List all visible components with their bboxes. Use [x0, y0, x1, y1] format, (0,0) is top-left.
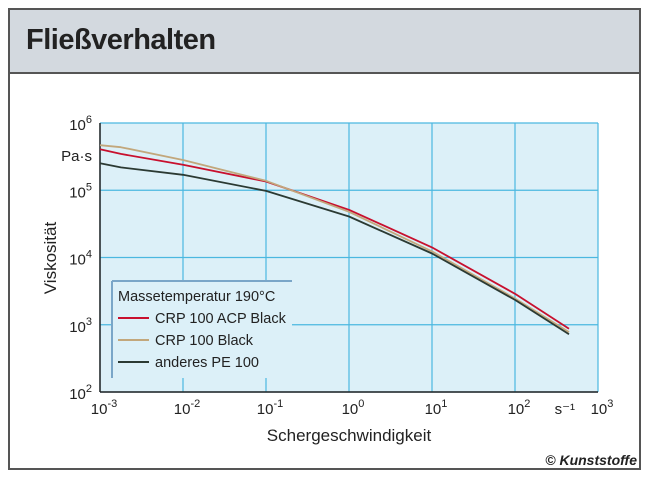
- legend-entry-label: CRP 100 ACP Black: [155, 311, 287, 327]
- legend-entry-label: anderes PE 100: [155, 355, 259, 371]
- series-line-anderes-pe-100: [99, 162, 570, 335]
- figure-title: Fließverhalten: [26, 24, 216, 56]
- x-unit-label: s⁻¹: [555, 401, 575, 418]
- x-tick-label: 10-2: [174, 398, 200, 418]
- x-axis-title: Schergeschwindigkeit: [267, 426, 432, 445]
- x-tick-label: 103: [591, 398, 614, 418]
- series-line-crp-100-black: [99, 144, 570, 333]
- x-tick-label: 100: [342, 398, 365, 418]
- copyright-symbol: ©: [545, 452, 556, 468]
- x-tick-label: 10-1: [257, 398, 283, 418]
- y-axis-title: Viskosität: [41, 222, 60, 295]
- legend-entry-label: CRP 100 Black: [155, 333, 254, 349]
- y-tick-label: 104: [69, 249, 92, 269]
- x-tick-label: 101: [425, 398, 448, 418]
- y-unit-label: Pa·s: [61, 148, 92, 165]
- y-tick-label: 102: [69, 383, 92, 403]
- y-tick-label: 105: [69, 181, 92, 201]
- x-tick-label: 10-3: [91, 398, 117, 418]
- y-tick-label: 106: [69, 114, 92, 134]
- y-tick-label: 103: [69, 316, 92, 336]
- legend: Massetemperatur 190°C CRP 100 ACP Black CR…: [111, 280, 292, 378]
- legend-title: Massetemperatur 190°C: [118, 289, 275, 305]
- copyright-text: Kunststoffe: [559, 452, 637, 468]
- x-tick-label: 102: [508, 398, 531, 418]
- header-bar: Fließverhalten: [10, 10, 639, 74]
- copyright: © Kunststoffe: [545, 452, 637, 468]
